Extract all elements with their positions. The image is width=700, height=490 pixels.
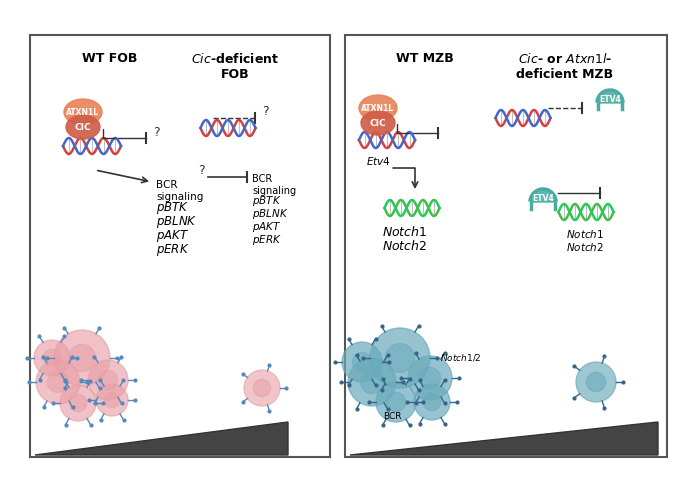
Ellipse shape bbox=[66, 115, 100, 139]
Text: ATXN1L: ATXN1L bbox=[361, 103, 395, 113]
Circle shape bbox=[360, 370, 384, 393]
Circle shape bbox=[376, 382, 416, 422]
Circle shape bbox=[43, 349, 61, 367]
Circle shape bbox=[69, 394, 87, 412]
Circle shape bbox=[408, 356, 452, 400]
Text: $\it{Etv4}$: $\it{Etv4}$ bbox=[365, 155, 391, 167]
Ellipse shape bbox=[361, 111, 395, 135]
Polygon shape bbox=[350, 422, 658, 455]
Ellipse shape bbox=[64, 99, 102, 125]
Text: $\bf{\it{pBLNK}}$: $\bf{\it{pBLNK}}$ bbox=[156, 214, 197, 230]
Text: $\it{pBLNK}$: $\it{pBLNK}$ bbox=[252, 207, 289, 221]
Circle shape bbox=[419, 368, 440, 389]
Circle shape bbox=[386, 343, 414, 372]
Circle shape bbox=[48, 371, 69, 392]
Text: $\bf{\it{pERK}}$: $\bf{\it{pERK}}$ bbox=[156, 242, 190, 258]
Text: CIC: CIC bbox=[75, 122, 91, 131]
Circle shape bbox=[88, 360, 128, 400]
Text: $\bf{\it{Notch2}}$: $\bf{\it{Notch2}}$ bbox=[382, 239, 428, 253]
Polygon shape bbox=[35, 422, 288, 455]
Circle shape bbox=[34, 340, 70, 376]
Circle shape bbox=[342, 342, 382, 382]
Circle shape bbox=[69, 344, 95, 371]
Text: WT FOB: WT FOB bbox=[83, 52, 138, 65]
Circle shape bbox=[99, 370, 118, 390]
Circle shape bbox=[424, 393, 440, 411]
Circle shape bbox=[370, 328, 430, 388]
Circle shape bbox=[104, 392, 120, 408]
Text: ETV4: ETV4 bbox=[532, 194, 554, 202]
Text: ATXN1L: ATXN1L bbox=[66, 107, 99, 117]
Text: CIC: CIC bbox=[370, 119, 386, 127]
Text: ?: ? bbox=[262, 105, 269, 118]
Text: ?: ? bbox=[198, 164, 204, 177]
Polygon shape bbox=[597, 90, 623, 103]
Circle shape bbox=[54, 330, 110, 386]
Text: ETV4: ETV4 bbox=[599, 95, 621, 103]
Text: WT MZB: WT MZB bbox=[396, 52, 454, 65]
Circle shape bbox=[386, 392, 405, 412]
Text: $\bf{\it{Notch1}}$: $\bf{\it{Notch1}}$ bbox=[382, 225, 428, 239]
FancyBboxPatch shape bbox=[30, 35, 330, 457]
FancyBboxPatch shape bbox=[345, 35, 667, 457]
Circle shape bbox=[36, 360, 80, 404]
Text: BCR
signaling: BCR signaling bbox=[252, 174, 296, 196]
Text: $\it{Notch1}$: $\it{Notch1}$ bbox=[566, 228, 604, 240]
Circle shape bbox=[96, 384, 128, 416]
Circle shape bbox=[348, 358, 396, 406]
Circle shape bbox=[587, 372, 606, 392]
Polygon shape bbox=[530, 189, 556, 202]
Circle shape bbox=[253, 379, 271, 396]
Text: BCR
signaling: BCR signaling bbox=[156, 180, 204, 201]
Text: $\it{pAKT}$: $\it{pAKT}$ bbox=[252, 220, 281, 234]
Text: $\it{pERK}$: $\it{pERK}$ bbox=[252, 233, 282, 247]
Text: $\it{Cic}$-deficient
FOB: $\it{Cic}$-deficient FOB bbox=[191, 52, 279, 81]
Text: $\it{Notch2}$: $\it{Notch2}$ bbox=[566, 241, 604, 253]
Text: $\it{Notch1/2}$: $\it{Notch1/2}$ bbox=[440, 352, 482, 363]
Circle shape bbox=[352, 352, 372, 371]
Circle shape bbox=[60, 385, 96, 421]
Text: $\it{pBTK}$: $\it{pBTK}$ bbox=[252, 194, 281, 208]
Circle shape bbox=[414, 384, 450, 420]
Text: $\bf{\it{pAKT}}$: $\bf{\it{pAKT}}$ bbox=[156, 228, 189, 244]
Circle shape bbox=[576, 362, 616, 402]
Ellipse shape bbox=[359, 95, 397, 121]
Text: $\bf{\it{pBTK}}$: $\bf{\it{pBTK}}$ bbox=[156, 200, 189, 216]
Text: BCR: BCR bbox=[383, 412, 401, 421]
Text: ?: ? bbox=[153, 126, 160, 139]
Circle shape bbox=[244, 370, 280, 406]
Text: $\it{Cic}$- or $\it{Atxn1l}$-
deficient MZB: $\it{Cic}$- or $\it{Atxn1l}$- deficient … bbox=[517, 52, 614, 81]
